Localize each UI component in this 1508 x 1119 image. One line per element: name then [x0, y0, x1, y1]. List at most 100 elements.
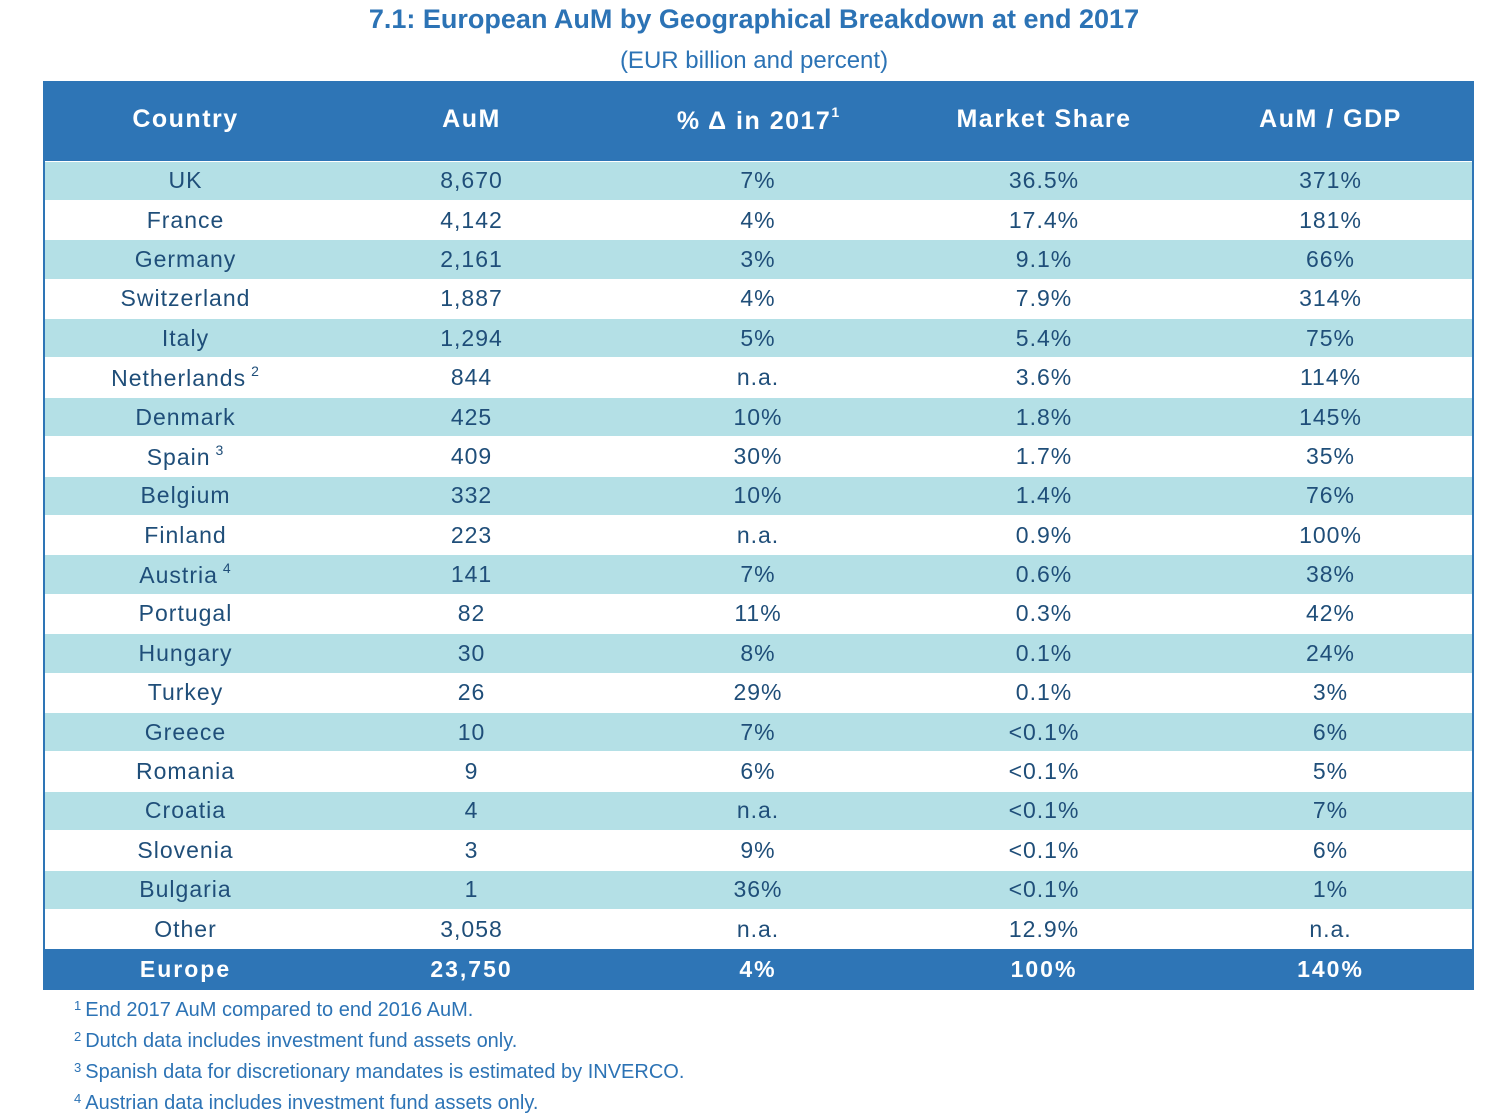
cell-country: UK [43, 160, 328, 201]
footnote-ref: 2 [251, 363, 260, 380]
country-label: Croatia [144, 797, 227, 824]
footnote-text: Austrian data includes investment fund a… [85, 1092, 539, 1114]
cell-aum-gdp: 6% [1187, 711, 1474, 752]
cell-market-share: 17.4% [901, 199, 1187, 240]
cell-aum-gdp: 314% [1187, 278, 1474, 319]
cell-change: n.a. [615, 790, 901, 831]
table-row: Romania 9 6% <0.1% 5% [43, 751, 1474, 792]
cell-aum: 10 [328, 711, 615, 752]
cell-market-share: 1.4% [901, 475, 1187, 516]
table-subtitle: (EUR billion and percent) [619, 47, 889, 74]
header-change: % Δ in 20171 [615, 81, 901, 161]
footnote: 3 Spanish data for discretionary mandates… [74, 1052, 684, 1083]
cell-change: 7% [615, 554, 901, 595]
cell-change: 29% [615, 672, 901, 713]
country-label: Greece [144, 718, 227, 745]
table-body: UK 8,670 7% 36.5% 371% France 4,142 4% 17.4% 181%… [43, 160, 1474, 949]
cell-aum-gdp: 1% [1187, 869, 1474, 910]
cell-market-share: 36.5% [901, 160, 1187, 201]
cell-country: Switzerland [43, 278, 328, 319]
country-label: Slovenia [137, 836, 234, 863]
cell-market-share: 9.1% [901, 239, 1187, 280]
cell-change: 36% [615, 869, 901, 910]
footnote-number: 3 [74, 1060, 82, 1075]
cell-aum: 30 [328, 633, 615, 674]
cell-country: Finland [43, 515, 328, 555]
cell-aum: 223 [328, 515, 615, 555]
country-label: Portugal [138, 600, 233, 627]
table-row: UK 8,670 7% 36.5% 371% [43, 160, 1474, 201]
cell-market-share: 5.4% [901, 318, 1187, 358]
cell-aum: 8,670 [328, 160, 615, 201]
footnote-text: Dutch data includes investment fund asse… [85, 1030, 518, 1052]
cell-market-share: 0.1% [901, 633, 1187, 674]
footnote-number: 1 [74, 998, 82, 1013]
cell-aum: 2,161 [328, 239, 615, 280]
cell-change: 9% [615, 830, 901, 871]
table-row: Other 3,058 n.a. 12.9% n.a. [43, 908, 1474, 949]
cell-country: Slovenia [43, 830, 328, 871]
cell-market-share: 0.6% [901, 554, 1187, 595]
cell-change: 8% [615, 633, 901, 674]
cell-change: 10% [615, 475, 901, 516]
cell-aum-gdp: 66% [1187, 239, 1474, 280]
country-label: Denmark [135, 403, 236, 430]
header-aum: AuM [442, 105, 501, 134]
cell-country: Germany [43, 239, 328, 280]
cell-country: Italy [43, 318, 328, 358]
cell-aum-gdp: 6% [1187, 830, 1474, 871]
cell-country: Austria 4 [43, 554, 328, 595]
cell-aum: 844 [328, 357, 615, 398]
country-label: Germany [134, 245, 237, 272]
cell-change: 4% [615, 278, 901, 319]
cell-aum-gdp: 114% [1187, 357, 1474, 398]
total-country: Europe [139, 955, 232, 982]
header-aum-gdp: AuM / GDP [1259, 105, 1402, 134]
table-row: Greece 10 7% <0.1% 6% [43, 711, 1474, 752]
cell-aum: 425 [328, 396, 615, 437]
cell-aum-gdp: 145% [1187, 396, 1474, 437]
cell-aum: 9 [328, 751, 615, 792]
cell-change: 6% [615, 751, 901, 792]
cell-change: 30% [615, 436, 901, 477]
cell-market-share: 7.9% [901, 278, 1187, 319]
footnote-ref: 4 [222, 560, 232, 577]
country-label: Italy [161, 324, 210, 351]
table-row: France 4,142 4% 17.4% 181% [43, 199, 1474, 240]
header-row: Country AuM % Δ in 20171 Market Share Au… [43, 81, 1474, 161]
table-row: Germany 2,161 3% 9.1% 66% [43, 239, 1474, 280]
country-label: Turkey [147, 679, 224, 706]
cell-change: n.a. [615, 357, 901, 398]
footnote: 1 End 2017 AuM compared to end 2016 AuM. [74, 990, 684, 1021]
cell-aum: 4 [328, 790, 615, 831]
cell-aum: 3 [328, 830, 615, 871]
cell-market-share: 0.1% [901, 672, 1187, 713]
footnotes: 1 End 2017 AuM compared to end 2016 AuM. 2… [74, 990, 684, 1114]
cell-aum: 1 [328, 869, 615, 910]
header-change-label: % Δ in 2017 [676, 106, 832, 135]
cell-country: Belgium [43, 475, 328, 516]
country-label: Romania [135, 758, 236, 785]
cell-aum-gdp: 181% [1187, 199, 1474, 240]
cell-aum-gdp: 24% [1187, 633, 1474, 674]
table-row: Spain 3 409 30% 1.7% 35% [43, 436, 1474, 477]
header-change-footnote-ref: 1 [831, 103, 840, 120]
cell-change: n.a. [615, 908, 901, 949]
country-label: Hungary [138, 639, 233, 666]
cell-change: 10% [615, 396, 901, 437]
cell-country: Netherlands 2 [43, 357, 328, 398]
cell-market-share: 1.7% [901, 436, 1187, 477]
cell-country: Croatia [43, 790, 328, 831]
cell-aum-gdp: 100% [1187, 515, 1474, 555]
cell-country: Turkey [43, 672, 328, 713]
country-label: UK [168, 167, 203, 194]
table-title: 7.1: European AuM by Geographical Breakd… [368, 4, 1140, 34]
table-row: Turkey 26 29% 0.1% 3% [43, 672, 1474, 713]
footnote-text: End 2017 AuM compared to end 2016 AuM. [85, 999, 474, 1021]
total-aum-gdp: 140% [1297, 955, 1364, 982]
total-row: Europe 23,750 4% 100% 140% [43, 948, 1474, 990]
cell-market-share: 0.3% [901, 593, 1187, 634]
cell-country: Hungary [43, 633, 328, 674]
cell-market-share: <0.1% [901, 711, 1187, 752]
cell-country: Bulgaria [43, 869, 328, 910]
